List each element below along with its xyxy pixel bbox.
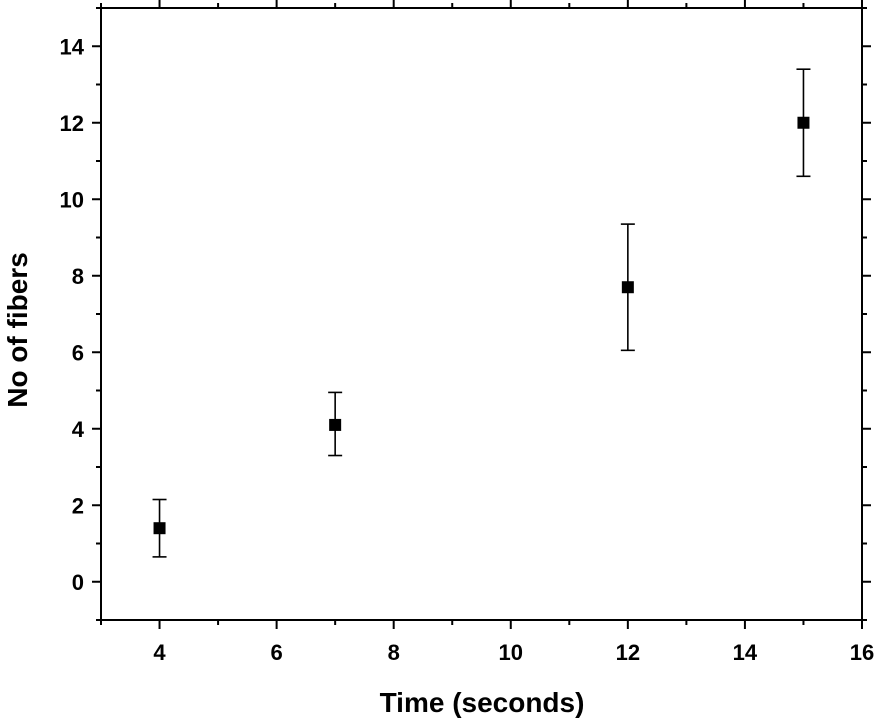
y-tick-label: 0 [72,570,84,595]
y-tick-label: 2 [72,493,84,518]
data-point [153,522,166,535]
data-point [329,418,342,431]
x-tick-label: 16 [850,640,874,665]
y-tick-label: 4 [72,417,85,442]
y-tick-label: 10 [60,187,84,212]
data-point [797,116,810,129]
x-tick-label: 12 [616,640,640,665]
x-tick-label: 6 [270,640,282,665]
x-tick-label: 8 [388,640,400,665]
x-tick-label: 10 [499,640,523,665]
y-tick-label: 8 [72,264,84,289]
data-point [621,281,634,294]
x-tick-label: 14 [733,640,758,665]
y-tick-label: 14 [60,34,85,59]
y-axis-title: No of fibers [2,252,33,408]
y-tick-label: 12 [60,111,84,136]
x-tick-label: 4 [153,640,166,665]
x-axis-title: Time (seconds) [380,687,585,718]
plot-area: 4 6 8 10 12 14 16 0 2 4 6 8 10 12 14 [60,0,874,665]
y-tick-label: 6 [72,340,84,365]
